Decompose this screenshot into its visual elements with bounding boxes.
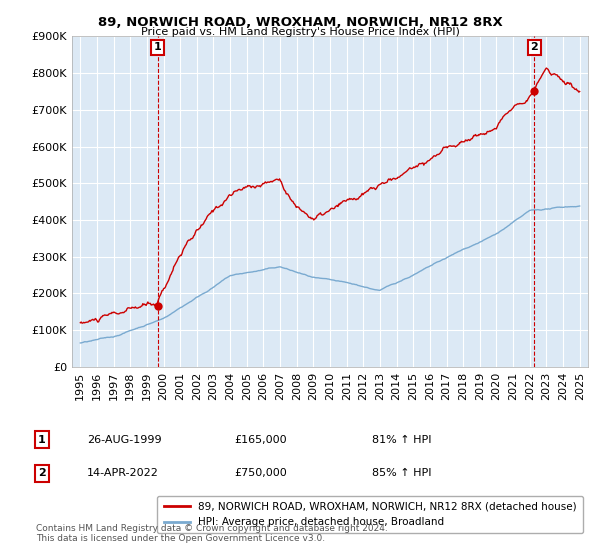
Text: 1: 1 [154, 43, 161, 53]
Text: £750,000: £750,000 [234, 468, 287, 478]
Legend: 89, NORWICH ROAD, WROXHAM, NORWICH, NR12 8RX (detached house), HPI: Average pric: 89, NORWICH ROAD, WROXHAM, NORWICH, NR12… [157, 496, 583, 533]
Text: 26-AUG-1999: 26-AUG-1999 [87, 435, 161, 445]
Text: 1: 1 [38, 435, 46, 445]
Text: 89, NORWICH ROAD, WROXHAM, NORWICH, NR12 8RX: 89, NORWICH ROAD, WROXHAM, NORWICH, NR12… [98, 16, 502, 29]
Text: 2: 2 [530, 43, 538, 53]
Text: 2: 2 [38, 468, 46, 478]
Text: £165,000: £165,000 [234, 435, 287, 445]
Text: 14-APR-2022: 14-APR-2022 [87, 468, 159, 478]
Text: Contains HM Land Registry data © Crown copyright and database right 2024.
This d: Contains HM Land Registry data © Crown c… [36, 524, 388, 543]
Text: 81% ↑ HPI: 81% ↑ HPI [372, 435, 431, 445]
Text: Price paid vs. HM Land Registry's House Price Index (HPI): Price paid vs. HM Land Registry's House … [140, 27, 460, 37]
Text: 85% ↑ HPI: 85% ↑ HPI [372, 468, 431, 478]
